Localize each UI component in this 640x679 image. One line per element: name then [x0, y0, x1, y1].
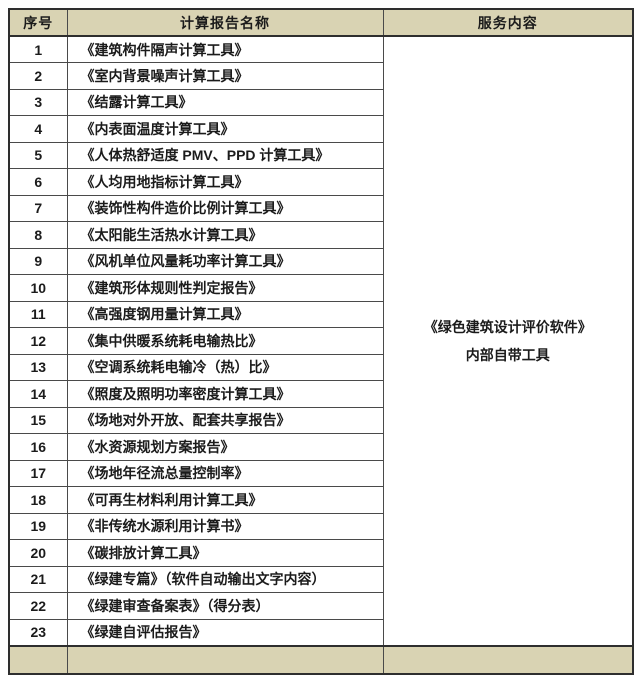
row-index: 22: [8, 592, 68, 620]
row-index: 14: [8, 380, 68, 408]
table-row: 20 《碳排放计算工具》: [8, 539, 633, 567]
row-index: 7: [8, 194, 68, 222]
report-name: 《可再生材料利用计算工具》: [66, 486, 384, 514]
row-index: 20: [8, 539, 68, 567]
report-name: 《场地年径流总量控制率》: [66, 459, 384, 487]
row-index: 3: [8, 88, 68, 116]
next-section-cell-2: [66, 644, 384, 674]
report-table: 序号 计算报告名称 服务内容 1 《建筑构件隔声计算工具》 《绿色建筑设计评价软件》…: [8, 8, 634, 675]
row-index: 8: [8, 221, 68, 249]
row-index: 16: [8, 433, 68, 461]
table-row: 17 《场地年径流总量控制率》: [8, 459, 633, 487]
row-index: 17: [8, 459, 68, 487]
report-name: 《内表面温度计算工具》: [66, 115, 384, 143]
report-name: 《绿建审查备案表》（得分表）: [66, 592, 384, 620]
row-index: 10: [8, 274, 68, 302]
report-name: 《绿建自评估报告》: [66, 618, 384, 646]
report-name: 《照度及照明功率密度计算工具》: [66, 380, 384, 408]
report-name: 《空调系统耗电输冷（热）比》: [66, 353, 384, 381]
row-index: 5: [8, 141, 68, 169]
report-name: 《非传统水源利用计算书》: [66, 512, 384, 540]
table-header-row: 序号 计算报告名称 服务内容: [8, 8, 634, 37]
next-section-cell-3: [382, 644, 634, 674]
report-name: 《结露计算工具》: [66, 88, 384, 116]
row-index: 6: [8, 168, 68, 196]
table-row: 15 《场地对外开放、配套共享报告》: [8, 406, 633, 434]
table-row: 9 《风机单位风量耗功率计算工具》: [8, 247, 633, 275]
report-name: 《室内背景噪声计算工具》: [66, 62, 384, 90]
report-name: 《建筑构件隔声计算工具》: [66, 35, 384, 63]
report-name: 《绿建专篇》（软件自动输出文字内容）: [66, 565, 384, 593]
col-header-report-name: 计算报告名称: [66, 8, 384, 37]
service-content-cell: 《绿色建筑设计评价软件》 内部自带工具: [382, 35, 634, 646]
table-row: 11 《高强度钢用量计算工具》: [8, 300, 633, 328]
service-line-1: 《绿色建筑设计评价软件》: [423, 318, 592, 335]
table-row: 16 《水资源规划方案报告》: [8, 433, 633, 461]
row-index: 9: [8, 247, 68, 275]
table-body: 1 《建筑构件隔声计算工具》 《绿色建筑设计评价软件》 内部自带工具 2 《室内背景噪声计…: [8, 35, 634, 646]
row-index: 23: [8, 618, 68, 646]
table-row: 14 《照度及照明功率密度计算工具》: [8, 380, 633, 408]
table-row: 18 《可再生材料利用计算工具》: [8, 486, 633, 514]
table-row: 12 《集中供暖系统耗电输热比》: [8, 327, 633, 355]
report-name: 《水资源规划方案报告》: [66, 433, 384, 461]
table-row: 7 《装饰性构件造价比例计算工具》: [8, 194, 633, 222]
report-name: 《碳排放计算工具》: [66, 539, 384, 567]
table-row: 21 《绿建专篇》（软件自动输出文字内容）: [8, 565, 633, 593]
row-index: 11: [8, 300, 68, 328]
table-row: 22 《绿建审查备案表》（得分表）: [8, 592, 633, 620]
next-section-cell-1: [8, 644, 68, 674]
report-name: 《装饰性构件造价比例计算工具》: [66, 194, 384, 222]
table-row: 1 《建筑构件隔声计算工具》 《绿色建筑设计评价软件》 内部自带工具: [8, 35, 634, 646]
report-name: 《风机单位风量耗功率计算工具》: [66, 247, 384, 275]
next-section-header-row: [8, 644, 634, 674]
row-index: 18: [8, 486, 68, 514]
report-name: 《人均用地指标计算工具》: [66, 168, 384, 196]
row-index: 21: [8, 565, 68, 593]
table-row: 13 《空调系统耗电输冷（热）比》: [8, 353, 633, 381]
table-row: 8 《太阳能生活热水计算工具》: [8, 221, 633, 249]
row-index: 15: [8, 406, 68, 434]
col-header-index: 序号: [8, 8, 68, 37]
report-name: 《集中供暖系统耗电输热比》: [66, 327, 384, 355]
row-index: 12: [8, 327, 68, 355]
table-row: 4 《内表面温度计算工具》: [8, 115, 633, 143]
row-index: 4: [8, 115, 68, 143]
report-name: 《场地对外开放、配套共享报告》: [66, 406, 384, 434]
report-name: 《建筑形体规则性判定报告》: [66, 274, 384, 302]
table-row: 6 《人均用地指标计算工具》: [8, 168, 633, 196]
table-row: 19 《非传统水源利用计算书》: [8, 512, 633, 540]
row-index: 2: [8, 62, 68, 90]
report-name: 《太阳能生活热水计算工具》: [66, 221, 384, 249]
table-row: 5 《人体热舒适度 PMV、PPD 计算工具》: [8, 141, 633, 169]
col-header-service: 服务内容: [382, 8, 634, 37]
table-row: 3 《结露计算工具》: [8, 88, 633, 116]
report-name: 《人体热舒适度 PMV、PPD 计算工具》: [66, 141, 384, 169]
row-index: 13: [8, 353, 68, 381]
report-name: 《高强度钢用量计算工具》: [66, 300, 384, 328]
service-line-2: 内部自带工具: [465, 346, 550, 363]
row-index: 1: [8, 35, 68, 63]
row-index: 19: [8, 512, 68, 540]
